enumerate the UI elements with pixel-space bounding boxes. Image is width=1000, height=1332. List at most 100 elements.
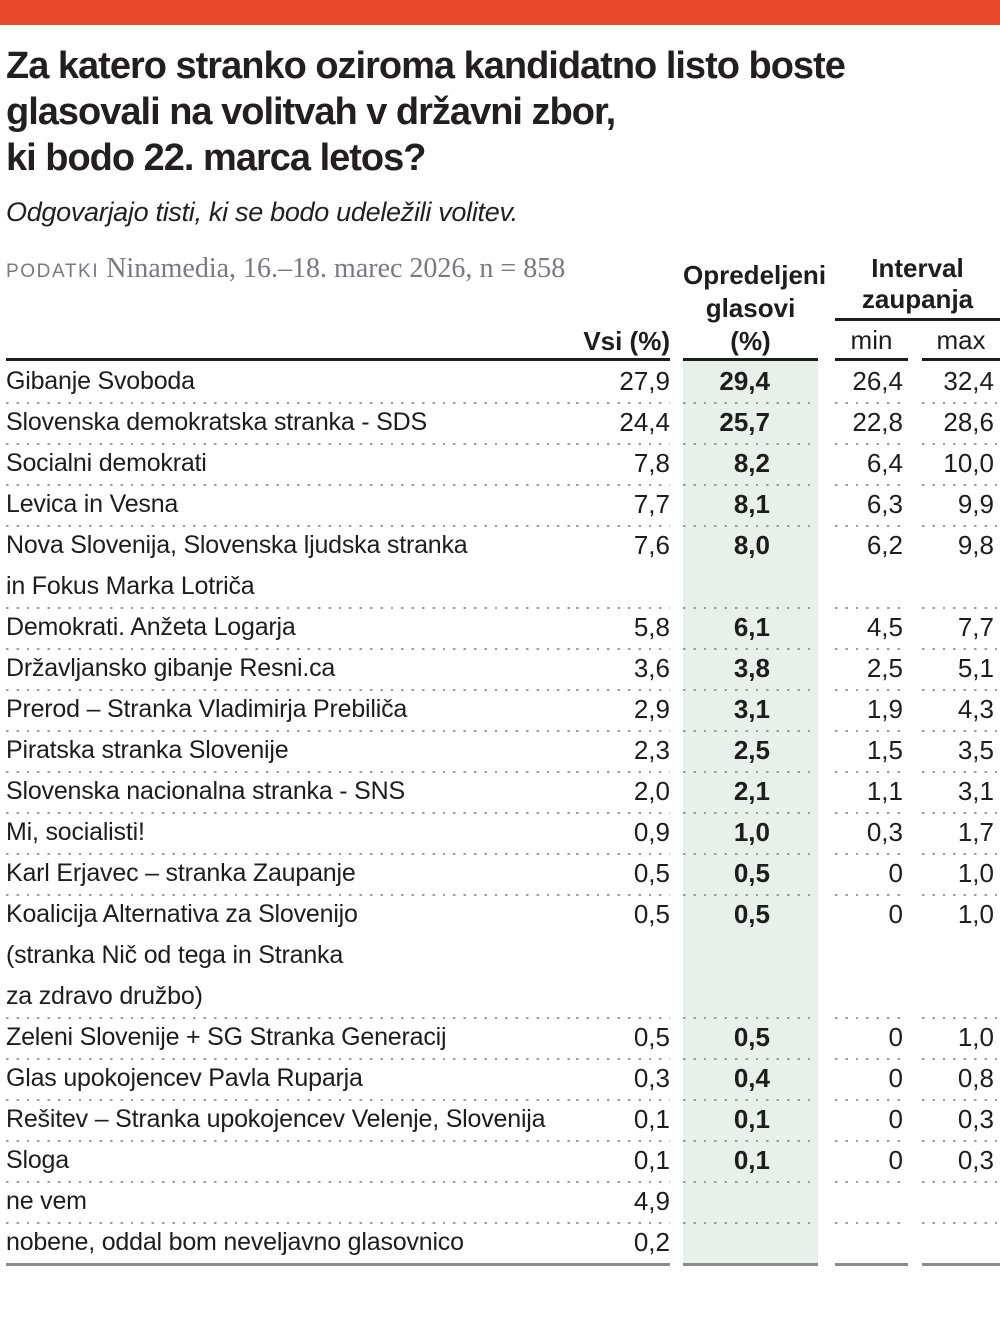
table-row: Rešitev – Stranka upokojencev Velenje, S… — [6, 1099, 1000, 1140]
column-gap — [670, 730, 683, 771]
column-gap — [908, 1058, 922, 1099]
table-row: Prerod – Stranka Vladimirja Prebiliča 2,… — [6, 689, 1000, 730]
column-gap — [818, 894, 835, 1017]
party-name: Slovenska demokratska stranka - SDS — [6, 402, 576, 443]
vsi-value: 7,7 — [576, 484, 670, 525]
vsi-value: 7,6 — [576, 525, 670, 607]
max-value: 1,7 — [922, 812, 1000, 853]
column-gap — [670, 484, 683, 525]
column-gap — [670, 1099, 683, 1140]
vsi-value: 5,8 — [576, 607, 670, 648]
source-label: PODATKI — [6, 261, 100, 282]
column-gap — [818, 812, 835, 853]
column-gap — [908, 1140, 922, 1181]
column-header-vsi: Vsi (%) — [583, 326, 670, 356]
max-value — [922, 1222, 1000, 1263]
min-value: 0 — [835, 853, 908, 894]
column-gap — [908, 1099, 922, 1140]
opredeljeni-value: 0,1 — [683, 1099, 818, 1140]
max-value: 9,8 — [922, 525, 1000, 607]
column-gap — [670, 1222, 683, 1263]
opredeljeni-value: 8,0 — [683, 525, 818, 607]
vsi-value: 0,2 — [576, 1222, 670, 1263]
vsi-value: 0,3 — [576, 1058, 670, 1099]
min-value: 1,1 — [835, 771, 908, 812]
min-value: 0 — [835, 894, 908, 1017]
min-value — [835, 1222, 908, 1263]
party-name: Piratska stranka Slovenije — [6, 730, 576, 771]
table-row: Nova Slovenija, Slovenska ljudska strank… — [6, 525, 1000, 607]
infographic: Za katero stranko oziroma kandidatno lis… — [0, 43, 1000, 1266]
opredeljeni-value: 0,5 — [683, 853, 818, 894]
source-text: Ninamedia, 16.–18. marec 2026, n = 858 — [99, 253, 566, 284]
column-gap — [908, 689, 922, 730]
opredeljeni-value: 0,4 — [683, 1058, 818, 1099]
opredeljeni-value: 0,5 — [683, 894, 818, 1017]
vsi-value: 0,1 — [576, 1140, 670, 1181]
party-name: Slovenska nacionalna stranka - SNS — [6, 771, 576, 812]
max-value — [922, 1181, 1000, 1222]
vsi-value: 27,9 — [619, 366, 670, 396]
max-value: 3,1 — [922, 771, 1000, 812]
min-value: 0 — [835, 1140, 908, 1181]
header-rule-opredeljeni — [683, 358, 818, 361]
column-gap — [818, 525, 835, 607]
vsi-value: 4,9 — [576, 1181, 670, 1222]
footer-rule-max — [922, 1263, 1000, 1266]
column-gap — [818, 648, 835, 689]
column-header-interval: Interval zaupanja — [835, 253, 1000, 321]
page-title: Za katero stranko oziroma kandidatno lis… — [6, 45, 846, 179]
opredeljeni-value: 3,8 — [683, 648, 818, 689]
column-gap — [908, 771, 922, 812]
column-gap — [818, 853, 835, 894]
min-value: 6,2 — [835, 525, 908, 607]
vsi-value: 0,5 — [576, 894, 670, 1017]
column-gap — [908, 443, 922, 484]
table-row: Državljansko gibanje Resni.ca 3,6 3,8 2,… — [6, 648, 1000, 689]
party-name: Levica in Vesna — [6, 484, 576, 525]
min-value: 0 — [835, 1099, 908, 1140]
max-value: 0,3 — [922, 1140, 1000, 1181]
table-row: Sloga 0,1 0,1 0 0,3 — [6, 1140, 1000, 1181]
party-name: Karl Erjavec – stranka Zaupanje — [6, 853, 576, 894]
table-row: nobene, oddal bom neveljavno glasovnico … — [6, 1222, 1000, 1263]
column-gap — [818, 1140, 835, 1181]
opredeljeni-value: 2,1 — [683, 771, 818, 812]
column-gap — [670, 1140, 683, 1181]
table-row: Piratska stranka Slovenije 2,3 2,5 1,5 3… — [6, 730, 1000, 771]
column-gap — [670, 361, 683, 402]
header-rules — [6, 358, 1000, 361]
max-value: 0,8 — [922, 1058, 1000, 1099]
table-row: Mi, socialisti! 0,9 1,0 0,3 1,7 — [6, 812, 1000, 853]
column-gap — [670, 853, 683, 894]
vsi-value: 2,9 — [576, 689, 670, 730]
column-gap — [670, 648, 683, 689]
source-line: PODATKI Ninamedia, 16.–18. marec 2026, n… — [6, 249, 565, 285]
party-name: Nova Slovenija, Slovenska ljudska strank… — [6, 525, 576, 607]
party-name: Mi, socialisti! — [6, 812, 576, 853]
min-value: 6,3 — [835, 484, 908, 525]
column-gap — [670, 1058, 683, 1099]
column-header-min: min — [850, 325, 893, 355]
min-value: 1,5 — [835, 730, 908, 771]
party-name: nobene, oddal bom neveljavno glasovnico — [6, 1222, 576, 1263]
table-row: Karl Erjavec – stranka Zaupanje 0,5 0,5 … — [6, 853, 1000, 894]
vsi-value: 0,9 — [576, 812, 670, 853]
opredeljeni-value: 29,4 — [683, 361, 818, 402]
column-gap — [908, 853, 922, 894]
top-accent-bar — [0, 0, 1000, 25]
vsi-value: 0,5 — [576, 1017, 670, 1058]
column-gap — [670, 1181, 683, 1222]
vsi-value: 0,1 — [576, 1099, 670, 1140]
header-rule-label-vsi — [6, 358, 670, 361]
footer-rule-min — [835, 1263, 908, 1266]
column-gap — [818, 1017, 835, 1058]
party-name: Glas upokojencev Pavla Ruparja — [6, 1058, 576, 1099]
column-gap — [908, 361, 922, 402]
column-gap — [818, 1099, 835, 1140]
column-header-opredeljeni: Opredeljeni glasovi (%) — [683, 260, 827, 356]
min-value: 0 — [835, 1017, 908, 1058]
column-gap — [908, 1017, 922, 1058]
min-value: 2,5 — [835, 648, 908, 689]
column-gap — [818, 402, 835, 443]
